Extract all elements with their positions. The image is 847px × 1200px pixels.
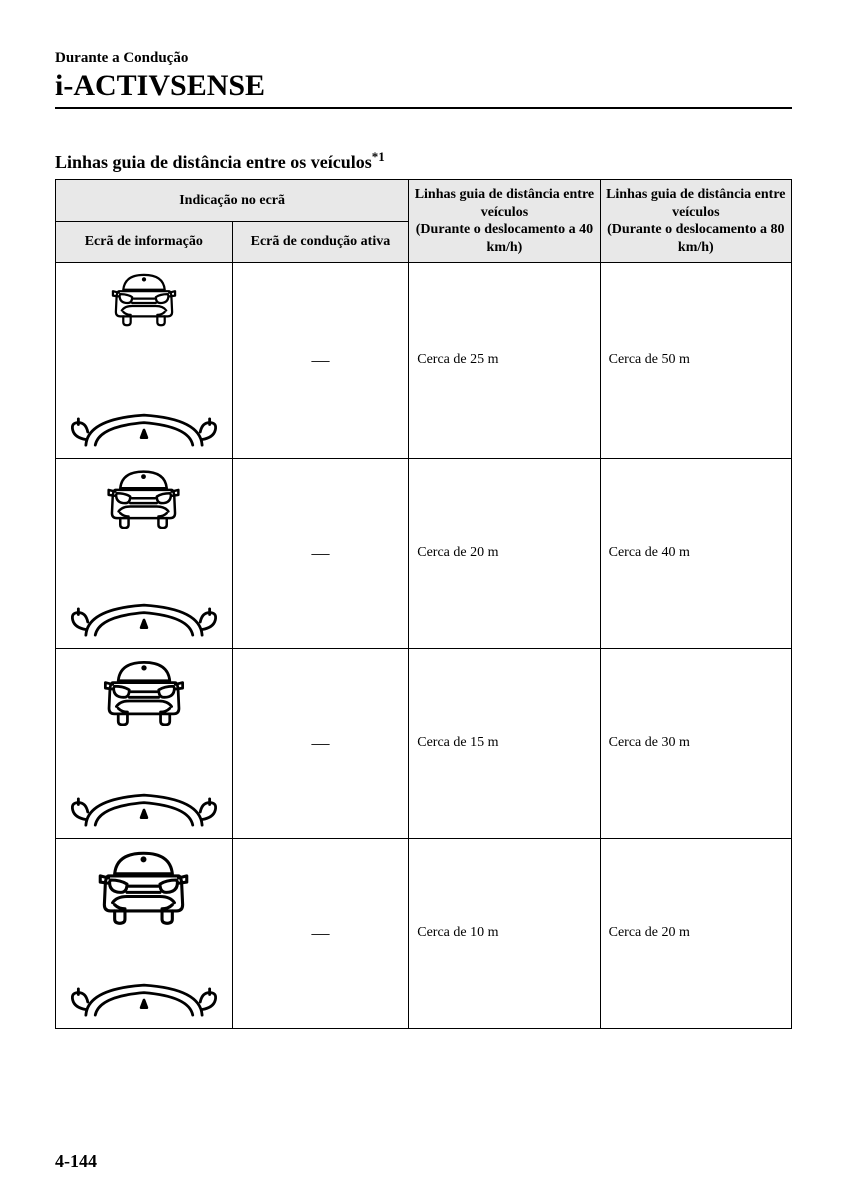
section-footnote-marker: *1 bbox=[372, 149, 385, 164]
th-info-screen: Ecrã de informação bbox=[56, 221, 233, 263]
info-screen-cell bbox=[56, 458, 233, 648]
th-dist-80: Linhas guia de distância entre veículos(… bbox=[600, 180, 791, 263]
page-number: 4-144 bbox=[55, 1151, 97, 1172]
active-screen-cell: — bbox=[232, 648, 409, 838]
own-car-icon bbox=[69, 592, 219, 637]
breadcrumb: Durante a Condução bbox=[55, 50, 792, 67]
table-row: —Cerca de 25 mCerca de 50 m bbox=[56, 263, 792, 459]
info-screen-cell bbox=[56, 648, 233, 838]
table-row: —Cerca de 10 mCerca de 20 m bbox=[56, 838, 792, 1028]
lead-car-icon bbox=[98, 655, 190, 727]
dist-40-cell: Cerca de 25 m bbox=[409, 263, 600, 459]
table-row: —Cerca de 15 mCerca de 30 m bbox=[56, 648, 792, 838]
dist-40-cell: Cerca de 20 m bbox=[409, 458, 600, 648]
th-active-screen: Ecrã de condução ativa bbox=[232, 221, 409, 263]
active-screen-cell: — bbox=[232, 458, 409, 648]
th-dist-40: Linhas guia de distância entre veículos(… bbox=[409, 180, 600, 263]
dist-40-cell: Cerca de 10 m bbox=[409, 838, 600, 1028]
lead-car-icon bbox=[102, 465, 185, 530]
own-car-icon bbox=[69, 782, 219, 827]
own-car-icon bbox=[69, 402, 219, 447]
dist-80-cell: Cerca de 40 m bbox=[600, 458, 791, 648]
active-screen-cell: — bbox=[232, 263, 409, 459]
page-title: i-ACTIVSENSE bbox=[55, 69, 792, 103]
th-indication: Indicação no ecrã bbox=[56, 180, 409, 222]
distance-guide-table: Indicação no ecrã Linhas guia de distânc… bbox=[55, 179, 792, 1029]
dist-80-cell: Cerca de 20 m bbox=[600, 838, 791, 1028]
info-screen-cell bbox=[56, 263, 233, 459]
dist-80-cell: Cerca de 30 m bbox=[600, 648, 791, 838]
lead-car-icon bbox=[92, 845, 195, 925]
table-row: —Cerca de 20 mCerca de 40 m bbox=[56, 458, 792, 648]
own-car-icon bbox=[69, 972, 219, 1017]
lead-car-icon bbox=[107, 269, 181, 327]
dist-80-cell: Cerca de 50 m bbox=[600, 263, 791, 459]
active-screen-cell: — bbox=[232, 838, 409, 1028]
section-title: Linhas guia de distância entre os veícul… bbox=[55, 149, 792, 173]
dist-40-cell: Cerca de 15 m bbox=[409, 648, 600, 838]
section-title-text: Linhas guia de distância entre os veícul… bbox=[55, 152, 372, 172]
title-divider bbox=[55, 107, 792, 109]
info-screen-cell bbox=[56, 838, 233, 1028]
